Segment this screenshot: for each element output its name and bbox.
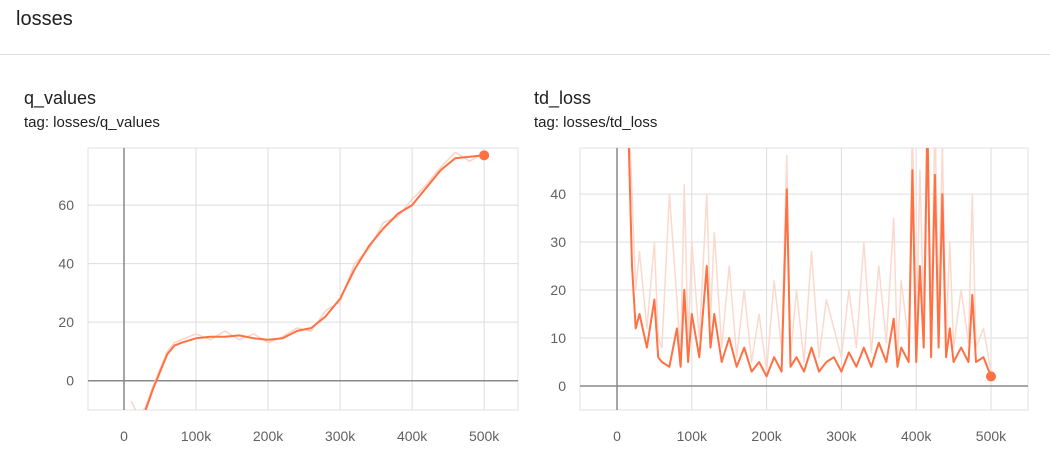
plot-area xyxy=(130,151,485,410)
y-tick-label: 10 xyxy=(550,330,566,346)
y-tick-label: 40 xyxy=(58,256,74,272)
chart-subtitle: tag: losses/td_loss xyxy=(534,114,657,131)
series-line xyxy=(144,154,485,410)
x-tick-label: 400k xyxy=(901,428,932,444)
x-tick-label: 300k xyxy=(325,428,356,444)
x-tick-label: 0 xyxy=(120,428,128,444)
plot-area xyxy=(627,148,992,378)
x-tick-label: 500k xyxy=(976,428,1007,444)
x-tick-label: 200k xyxy=(751,428,782,444)
y-tick-label: 60 xyxy=(58,197,74,213)
x-tick-label: 400k xyxy=(397,428,428,444)
y-tick-label: 0 xyxy=(66,373,74,389)
chart-subtitle: tag: losses/q_values xyxy=(24,114,160,131)
y-tick-label: 30 xyxy=(550,234,566,250)
plot-frame xyxy=(87,147,519,411)
y-tick-label: 20 xyxy=(550,282,566,298)
plot-frame xyxy=(579,147,1029,411)
x-tick-label: 200k xyxy=(253,428,284,444)
section-title: losses xyxy=(16,8,73,30)
y-tick-label: 0 xyxy=(558,378,566,394)
chart-title: td_loss xyxy=(534,88,591,109)
series-line xyxy=(627,148,992,378)
x-tick-label: 0 xyxy=(613,428,621,444)
y-tick-label: 40 xyxy=(550,186,566,202)
current-point xyxy=(985,371,996,382)
chart-title: q_values xyxy=(24,88,96,109)
series-line xyxy=(130,151,485,410)
x-tick-label: 500k xyxy=(469,428,500,444)
series-line xyxy=(629,148,992,373)
x-tick-label: 100k xyxy=(677,428,708,444)
x-tick-label: 300k xyxy=(826,428,857,444)
y-tick-label: 20 xyxy=(58,314,74,330)
current-point xyxy=(479,150,490,161)
x-tick-label: 100k xyxy=(181,428,212,444)
